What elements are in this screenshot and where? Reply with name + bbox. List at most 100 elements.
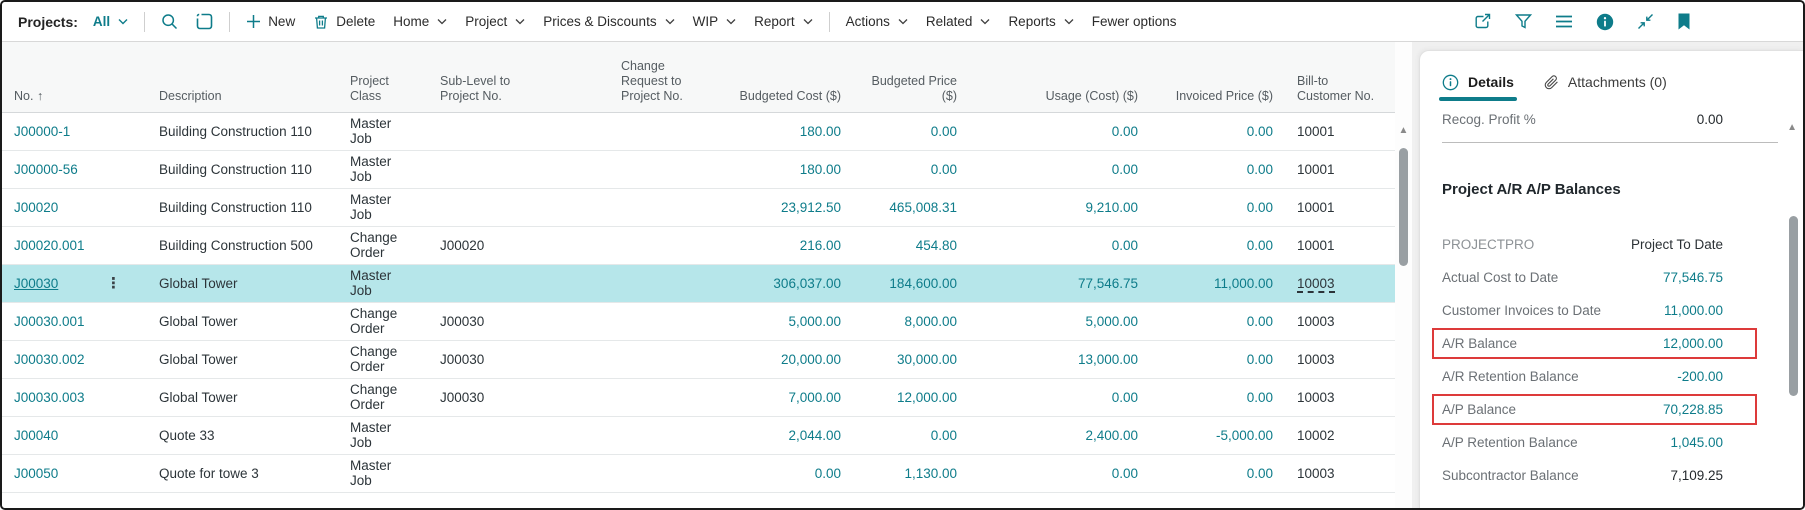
- cell-budgeted-price[interactable]: 30,000.00: [853, 340, 969, 378]
- balance-value[interactable]: -200.00: [1677, 369, 1723, 384]
- table-row[interactable]: J00020.001⋮ Building Construction 500 Ch…: [2, 226, 1395, 264]
- grid-scrollbar[interactable]: ▲: [1395, 42, 1412, 510]
- tab-attachments[interactable]: Attachments (0): [1544, 74, 1667, 90]
- bill-to-link[interactable]: 10003: [1297, 390, 1335, 405]
- table-row[interactable]: J00020⋮ Building Construction 110 Master…: [2, 188, 1395, 226]
- bill-to-link[interactable]: 10003: [1297, 314, 1335, 329]
- share-button[interactable]: [1474, 13, 1492, 30]
- balance-value[interactable]: 12,000.00: [1663, 336, 1723, 351]
- menu-prices-discounts[interactable]: Prices & Discounts: [534, 2, 683, 41]
- cell-budgeted-cost[interactable]: 0.00: [703, 454, 853, 492]
- grid-scrollbar-thumb[interactable]: [1399, 148, 1408, 266]
- cell-budgeted-price[interactable]: 12,000.00: [853, 378, 969, 416]
- cell-usage-cost[interactable]: 0.00: [969, 226, 1150, 264]
- column-header-description[interactable]: Description: [147, 42, 338, 112]
- cell-usage-cost[interactable]: 9,210.00: [969, 188, 1150, 226]
- cell-invoiced-price[interactable]: 0.00: [1150, 112, 1285, 150]
- cell-usage-cost[interactable]: 2,400.00: [969, 416, 1150, 454]
- table-row[interactable]: J00040⋮ Quote 33 Master Job 2,044.00 0.0…: [2, 416, 1395, 454]
- cell-budgeted-price[interactable]: 454.80: [853, 226, 969, 264]
- column-header-sub-level[interactable]: Sub-Level to Project No.: [428, 42, 551, 112]
- menu-home[interactable]: Home: [384, 2, 456, 41]
- analyze-button[interactable]: [187, 2, 222, 41]
- cell-invoiced-price[interactable]: 0.00: [1150, 188, 1285, 226]
- table-row[interactable]: J00050⋮ Quote for towe 3 Master Job 0.00…: [2, 454, 1395, 492]
- project-no-link[interactable]: J00030.003: [14, 390, 85, 405]
- cell-budgeted-cost[interactable]: 180.00: [703, 150, 853, 188]
- details-scrollbar-thumb[interactable]: [1789, 216, 1798, 396]
- cell-invoiced-price[interactable]: 0.00: [1150, 378, 1285, 416]
- project-no-link[interactable]: J00030: [14, 276, 58, 291]
- menu-reports[interactable]: Reports: [999, 2, 1082, 41]
- scroll-up-icon[interactable]: ▲: [1397, 126, 1410, 136]
- column-header-bill-to[interactable]: Bill-to Customer No.: [1285, 42, 1395, 112]
- cell-invoiced-price[interactable]: 0.00: [1150, 454, 1285, 492]
- list-view-button[interactable]: [1555, 14, 1573, 29]
- cell-budgeted-price[interactable]: 8,000.00: [853, 302, 969, 340]
- bill-to-link[interactable]: 10002: [1297, 428, 1335, 443]
- bill-to-link[interactable]: 10003: [1297, 466, 1335, 481]
- cell-invoiced-price[interactable]: -5,000.00: [1150, 416, 1285, 454]
- column-header-budgeted-cost[interactable]: Budgeted Cost ($): [703, 42, 853, 112]
- cell-invoiced-price[interactable]: 0.00: [1150, 302, 1285, 340]
- bill-to-link[interactable]: 10001: [1297, 162, 1335, 177]
- cell-budgeted-cost[interactable]: 20,000.00: [703, 340, 853, 378]
- row-context-menu-icon[interactable]: ⋮: [106, 274, 135, 292]
- project-no-link[interactable]: J00000-1: [14, 124, 70, 139]
- cell-budgeted-cost[interactable]: 23,912.50: [703, 188, 853, 226]
- project-no-link[interactable]: J00030.001: [14, 314, 85, 329]
- table-row[interactable]: J00030.001⋮ Global Tower Change Order J0…: [2, 302, 1395, 340]
- fewer-options-button[interactable]: Fewer options: [1083, 2, 1186, 41]
- cell-invoiced-price[interactable]: 0.00: [1150, 340, 1285, 378]
- balance-value[interactable]: 70,228.85: [1663, 402, 1723, 417]
- menu-wip[interactable]: WIP: [684, 2, 746, 41]
- column-header-invoiced-price[interactable]: Invoiced Price ($): [1150, 42, 1285, 112]
- balance-value[interactable]: 77,546.75: [1663, 270, 1723, 285]
- search-button[interactable]: [152, 2, 187, 41]
- menu-report[interactable]: Report: [745, 2, 822, 41]
- cell-budgeted-cost[interactable]: 180.00: [703, 112, 853, 150]
- menu-actions[interactable]: Actions: [837, 2, 917, 41]
- cell-invoiced-price[interactable]: 11,000.00: [1150, 264, 1285, 302]
- bill-to-link[interactable]: 10001: [1297, 124, 1335, 139]
- delete-button[interactable]: Delete: [304, 2, 384, 41]
- bill-to-link[interactable]: 10001: [1297, 238, 1335, 253]
- filter-button[interactable]: [1515, 13, 1532, 30]
- collapse-button[interactable]: [1637, 13, 1654, 30]
- bill-to-link[interactable]: 10003: [1297, 352, 1335, 367]
- cell-usage-cost[interactable]: 13,000.00: [969, 340, 1150, 378]
- cell-budgeted-price[interactable]: 465,008.31: [853, 188, 969, 226]
- balance-value[interactable]: 11,000.00: [1664, 303, 1723, 318]
- cell-budgeted-cost[interactable]: 5,000.00: [703, 302, 853, 340]
- column-header-budgeted-price[interactable]: Budgeted Price ($): [853, 42, 969, 112]
- project-no-link[interactable]: J00030.002: [14, 352, 85, 367]
- balance-value[interactable]: 1,045.00: [1670, 435, 1723, 450]
- column-header-no[interactable]: No. ↑: [2, 42, 147, 112]
- cell-budgeted-price[interactable]: 184,600.00: [853, 264, 969, 302]
- cell-budgeted-cost[interactable]: 2,044.00: [703, 416, 853, 454]
- cell-budgeted-price[interactable]: 0.00: [853, 416, 969, 454]
- cell-budgeted-price[interactable]: 1,130.00: [853, 454, 969, 492]
- table-row[interactable]: J00030.002⋮ Global Tower Change Order J0…: [2, 340, 1395, 378]
- column-header-usage-cost[interactable]: Usage (Cost) ($): [969, 42, 1150, 112]
- project-no-link[interactable]: J00040: [14, 428, 58, 443]
- cell-usage-cost[interactable]: 0.00: [969, 112, 1150, 150]
- cell-budgeted-price[interactable]: 0.00: [853, 112, 969, 150]
- menu-project[interactable]: Project: [456, 2, 534, 41]
- project-no-link[interactable]: J00000-56: [14, 162, 78, 177]
- bookmark-button[interactable]: [1677, 13, 1691, 30]
- info-button[interactable]: [1596, 13, 1614, 31]
- cell-usage-cost[interactable]: 0.00: [969, 150, 1150, 188]
- cell-invoiced-price[interactable]: 0.00: [1150, 150, 1285, 188]
- table-row[interactable]: J00000-56⋮ Building Construction 110 Mas…: [2, 150, 1395, 188]
- cell-budgeted-cost[interactable]: 216.00: [703, 226, 853, 264]
- table-row[interactable]: J00030⋮ Global Tower Master Job 306,037.…: [2, 264, 1395, 302]
- cell-budgeted-price[interactable]: 0.00: [853, 150, 969, 188]
- cell-usage-cost[interactable]: 0.00: [969, 378, 1150, 416]
- tab-details[interactable]: Details: [1442, 74, 1514, 91]
- view-filter-all[interactable]: All: [84, 2, 137, 41]
- project-no-link[interactable]: J00050: [14, 466, 58, 481]
- new-button[interactable]: New: [237, 2, 304, 41]
- column-header-project-class[interactable]: Project Class: [338, 42, 428, 112]
- cell-budgeted-cost[interactable]: 7,000.00: [703, 378, 853, 416]
